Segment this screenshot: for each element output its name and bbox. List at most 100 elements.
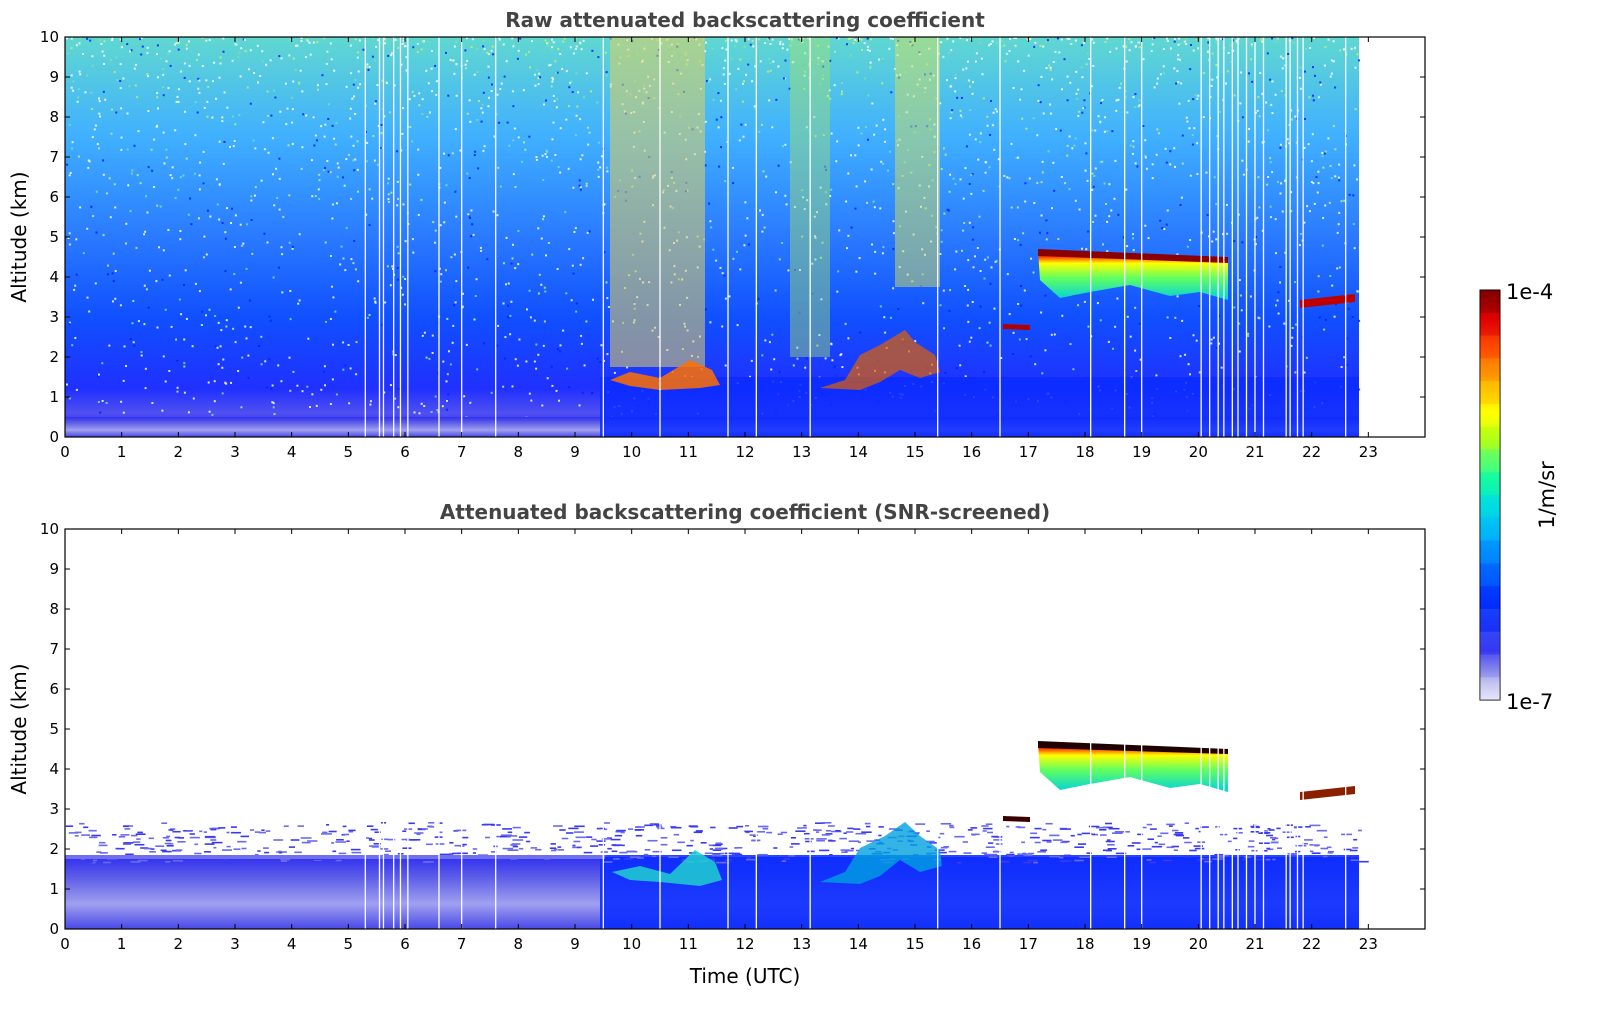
speckle (428, 357, 431, 360)
speckle (1284, 251, 1287, 254)
speckle (1018, 338, 1021, 341)
speckle (869, 66, 872, 69)
speckle (1353, 48, 1356, 51)
fringe-dash (853, 828, 861, 830)
x-tick-label: 3 (230, 443, 240, 461)
speckle (1133, 105, 1136, 108)
fringe-dash (777, 833, 783, 835)
speckle (1327, 137, 1330, 140)
speckle (496, 93, 499, 96)
speckle (270, 387, 273, 390)
fringe-dash (328, 830, 337, 833)
fringe-dash (68, 832, 79, 834)
speckle (1010, 206, 1013, 209)
speckle (1125, 45, 1128, 48)
speckle (568, 86, 571, 89)
speckle (786, 48, 789, 51)
speckle (1332, 60, 1335, 63)
speckle (337, 166, 340, 169)
speckle (79, 206, 82, 209)
speckle (443, 221, 446, 224)
speckle (1215, 346, 1218, 349)
speckle (1330, 177, 1333, 180)
speckle (829, 195, 832, 197)
speckle (505, 60, 508, 63)
speckle (91, 136, 94, 139)
speckle (579, 118, 582, 121)
fringe-dash (671, 849, 682, 852)
speckle (548, 64, 551, 67)
speckle (1155, 153, 1158, 156)
speckle (223, 91, 226, 94)
fringe-dash (446, 859, 453, 861)
colorbar-step (1480, 631, 1500, 655)
speckle (805, 126, 808, 129)
speckle (1102, 243, 1104, 246)
speckle (1166, 316, 1169, 319)
speckle (585, 72, 588, 75)
speckle (108, 37, 111, 39)
speckle (184, 110, 186, 113)
speckle (466, 172, 469, 175)
fringe-dash (294, 851, 302, 854)
speckle (757, 298, 760, 300)
speckle (296, 384, 299, 387)
speckle (151, 169, 154, 172)
fringe-dash (485, 836, 490, 839)
speckle (837, 270, 840, 273)
fringe-dash (615, 830, 625, 833)
speckle (712, 98, 715, 101)
fringe-dash (1074, 846, 1084, 848)
fringe-dash (971, 833, 980, 836)
fringe-dash (254, 831, 261, 833)
fringe-dash (1049, 834, 1060, 837)
speckle (881, 82, 884, 85)
speckle (383, 115, 386, 118)
speckle (736, 250, 738, 253)
speckle (445, 269, 447, 272)
fringe-dash (241, 847, 247, 850)
speckle (88, 160, 91, 163)
fringe-dash (462, 836, 469, 839)
speckle (834, 50, 836, 53)
speckle (1250, 58, 1252, 61)
speckle (982, 97, 985, 100)
speckle (572, 272, 575, 275)
speckle (234, 123, 237, 126)
speckle (109, 216, 112, 219)
speckle (162, 249, 165, 252)
fringe-dash (575, 836, 586, 839)
speckle (773, 358, 776, 361)
speckle (1017, 239, 1020, 242)
y-tick-label: 1 (49, 880, 59, 898)
speckle (1132, 145, 1135, 148)
speckle (752, 45, 755, 48)
speckle (119, 304, 122, 307)
fringe-dash (162, 837, 169, 839)
speckle (324, 123, 327, 126)
speckle (474, 150, 477, 153)
fringe-dash (634, 829, 645, 831)
fringe-dash (1193, 845, 1203, 847)
fringe-dash (757, 831, 765, 833)
speckle (219, 56, 222, 59)
x-tick-label: 21 (1245, 935, 1264, 953)
fringe-dash (449, 842, 454, 844)
speckle (298, 83, 301, 86)
speckle (1040, 181, 1043, 184)
speckle (1024, 182, 1027, 185)
fringe-dash (550, 843, 556, 845)
fringe-dash (647, 839, 658, 842)
speckle (943, 212, 946, 215)
speckle (362, 48, 365, 51)
fringe-dash (264, 851, 270, 854)
speckle (517, 263, 520, 266)
speckle (68, 321, 71, 324)
speckle (1101, 160, 1104, 163)
fringe-dash (1021, 841, 1025, 844)
speckle (396, 278, 399, 281)
speckle (784, 194, 787, 197)
speckle (502, 385, 505, 388)
speckle (198, 79, 201, 82)
speckle (791, 61, 794, 64)
